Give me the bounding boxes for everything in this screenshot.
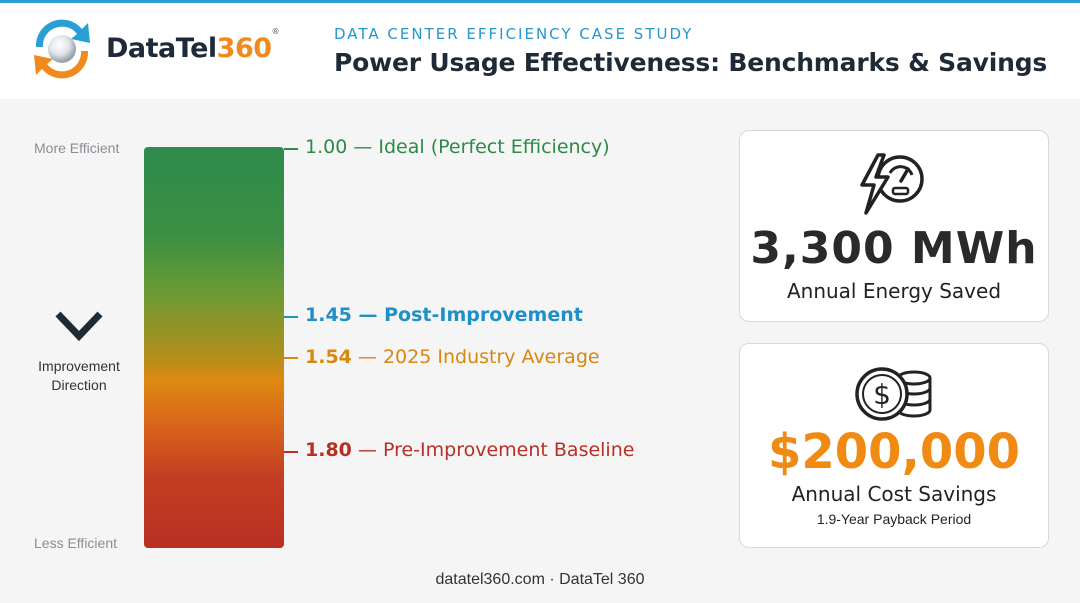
footer-text: datatel360.com · DataTel 360	[435, 571, 645, 588]
brand-text: DataTel	[106, 33, 217, 64]
pue-gradient-bar	[144, 147, 284, 548]
marker-value-post-improvement: 1.45	[305, 304, 352, 326]
svg-text:$: $	[873, 378, 891, 411]
brand-number: 360	[216, 33, 272, 64]
more-efficient-label: More Efficient	[34, 140, 120, 156]
marker-line-industry-average	[284, 357, 298, 359]
brand-name: DataTel360®	[106, 27, 280, 64]
less-efficient-label: Less Efficient	[34, 535, 118, 551]
energy-saved-value: 3,300 MWh	[750, 223, 1038, 274]
payback-period-label: 1.9-Year Payback Period	[816, 511, 972, 527]
marker-label-ideal: 1.00 — Ideal (Perfect Efficiency)	[305, 136, 610, 158]
marker-line-post-improvement	[284, 316, 298, 318]
marker-line-ideal	[284, 148, 298, 150]
cost-savings-value: $200,000	[767, 424, 1021, 480]
datatel-logo-icon	[34, 19, 90, 79]
marker-label-baseline: 1.80 — Pre-Improvement Baseline	[305, 439, 634, 461]
dollar-coins-icon: $	[855, 367, 932, 421]
marker-label-industry-average: 1.54 — 2025 Industry Average	[305, 346, 600, 368]
cost-savings-card: $ $200,000 Annual Cost Savings 1.9-Year …	[739, 343, 1049, 548]
chevron-down-icon	[55, 311, 103, 342]
lightning-gauge-icon	[860, 153, 924, 215]
marker-line-baseline	[284, 451, 298, 453]
improvement-direction-label: Improvement Direction	[38, 358, 120, 393]
energy-saved-card: 3,300 MWh Annual Energy Saved	[739, 130, 1049, 322]
marker-value-ideal: 1.00	[305, 136, 348, 158]
header: DataTel360® DATA CENTER EFFICIENCY CASE …	[0, 3, 1080, 99]
energy-saved-caption: Annual Energy Saved	[786, 279, 1002, 303]
marker-label-post-improvement: 1.45 — Post-Improvement	[305, 304, 583, 326]
cost-savings-caption: Annual Cost Savings	[791, 482, 997, 506]
marker-text-ideal: — Ideal (Perfect Efficiency)	[347, 136, 610, 158]
marker-text-baseline: — Pre-Improvement Baseline	[351, 439, 635, 461]
page-title: Power Usage Effectiveness: Benchmarks & …	[334, 48, 1048, 77]
marker-value-baseline: 1.80	[305, 439, 352, 461]
marker-text-post-improvement: — Post-Improvement	[351, 304, 583, 326]
page-subtitle: DATA CENTER EFFICIENCY CASE STUDY	[334, 25, 694, 43]
marker-value-industry-average: 1.54	[305, 346, 352, 368]
registered-mark: ®	[271, 27, 280, 36]
marker-text-industry-average: — 2025 Industry Average	[351, 346, 600, 368]
top-accent-line	[0, 0, 1080, 3]
